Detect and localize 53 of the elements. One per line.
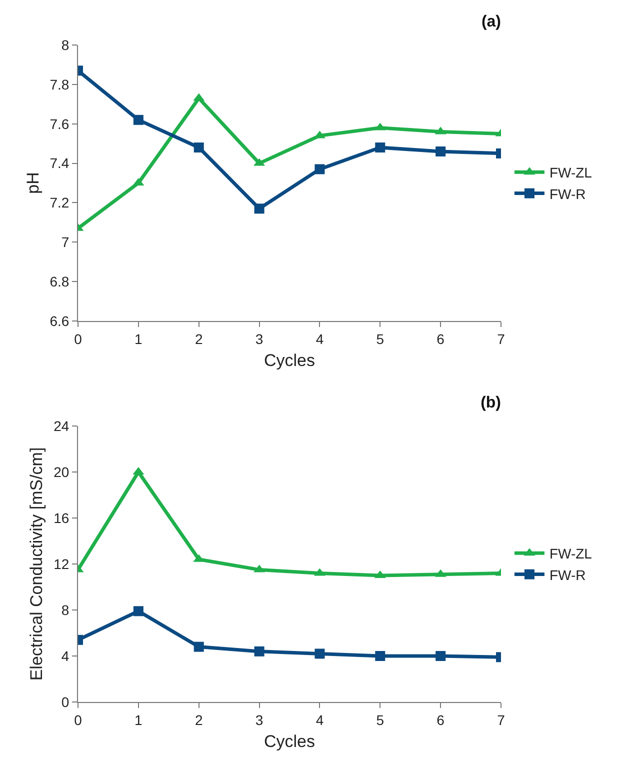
legend-label: FW-R: [549, 186, 586, 202]
x-tick-label: 2: [194, 712, 203, 728]
x-tick-label: 4: [316, 330, 324, 347]
point: [133, 606, 144, 616]
point: [194, 142, 204, 153]
y-tick-label: 7: [61, 234, 70, 250]
x-tick-label: 6: [436, 712, 445, 728]
x-tick-label: 5: [376, 712, 384, 728]
y-tick-label: 4: [61, 648, 70, 664]
x-tick-label: 4: [316, 712, 324, 728]
x-tick-label: 1: [134, 712, 143, 728]
x-tick-label: 3: [255, 712, 264, 728]
x-tick-label: 7: [497, 712, 506, 728]
y-tick-label: 7.2: [50, 194, 70, 211]
y-tick-label: 20: [54, 464, 70, 480]
y-tick-label: 7.8: [50, 76, 70, 92]
x-tick-label: 2: [194, 330, 203, 347]
point: [436, 651, 446, 661]
y-tick-label: 24: [54, 418, 70, 434]
x-tick-label: 0: [74, 712, 82, 728]
point: [436, 146, 446, 156]
point: [375, 651, 386, 661]
chart-title: (a): [481, 13, 501, 30]
y-tick-label: 7.6: [50, 116, 70, 132]
y-tick-label: 7.4: [50, 155, 70, 172]
point: [133, 114, 144, 125]
point: [254, 646, 264, 656]
legend-label: FW-ZL: [549, 546, 592, 562]
point: [194, 642, 204, 652]
x-tick-label: 7: [497, 330, 506, 347]
point: [254, 204, 264, 214]
x-tick-label: 3: [255, 330, 264, 347]
legend-label: FW-ZL: [549, 164, 592, 181]
point: [314, 164, 325, 174]
x-tick-label: 1: [134, 330, 143, 347]
point: [314, 648, 325, 659]
y-tick-label: 12: [54, 556, 70, 572]
y-tick-label: 0: [61, 694, 70, 710]
y-tick-label: 8: [61, 602, 70, 618]
chart-title: (b): [480, 394, 501, 412]
y-tick-label: 6.8: [50, 273, 70, 290]
legend-label: FW-R: [549, 566, 586, 583]
x-axis-title: Cycles: [264, 351, 316, 370]
x-tick-label: 0: [74, 330, 82, 347]
y-axis-title: Electrical Conductivity [mS/cm]: [27, 447, 46, 681]
y-tick-label: 6.6: [50, 312, 70, 329]
y-tick-label: 8: [61, 36, 70, 53]
point: [375, 142, 386, 153]
y-axis-title: pH: [23, 172, 42, 194]
x-tick-label: 6: [436, 330, 445, 347]
x-axis-title: Cycles: [264, 732, 316, 752]
x-tick-label: 5: [376, 330, 384, 347]
y-tick-label: 16: [54, 510, 70, 526]
